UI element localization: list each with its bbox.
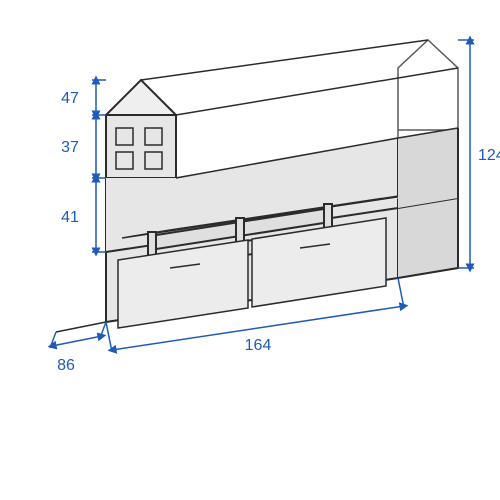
label-base-height: 41 bbox=[61, 209, 79, 226]
label-length: 164 bbox=[245, 337, 272, 354]
label-window-panel-height: 37 bbox=[61, 139, 79, 156]
label-depth: 86 bbox=[57, 357, 75, 374]
bed-diagram: 47 37 41 124 164 86 bbox=[0, 0, 500, 500]
label-roof-height: 47 bbox=[61, 90, 79, 107]
bed-right-side bbox=[398, 128, 458, 278]
front-headboard bbox=[106, 80, 176, 178]
label-total-height: 124 bbox=[478, 147, 500, 164]
